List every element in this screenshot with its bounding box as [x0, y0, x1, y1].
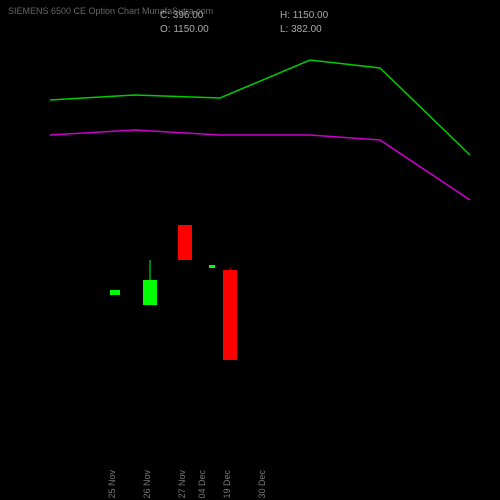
x-axis-label: 27 Nov	[177, 470, 187, 499]
x-axis-label: 04 Dec	[197, 470, 207, 499]
x-axis-label: 25 Nov	[107, 470, 117, 499]
candle-body	[209, 265, 215, 268]
stat-l: L: 382.00	[280, 24, 322, 35]
candle-body	[110, 290, 120, 295]
stat-c: C: 396.00	[160, 10, 204, 21]
x-axis-label: 30 Dec	[257, 470, 267, 499]
chart-background	[0, 0, 500, 500]
stat-o: O: 1150.00	[160, 24, 209, 35]
x-axis-label: 26 Nov	[142, 470, 152, 499]
stat-h: H: 1150.00	[280, 10, 329, 21]
option-chart: SIEMENS 6500 CE Option Chart MunafaSutra…	[0, 0, 500, 500]
candle-body	[143, 280, 157, 305]
candle-body	[223, 270, 237, 360]
x-axis-label: 19 Dec	[222, 470, 232, 499]
candle-body	[178, 225, 192, 260]
chart-container: SIEMENS 6500 CE Option Chart MunafaSutra…	[0, 0, 500, 500]
